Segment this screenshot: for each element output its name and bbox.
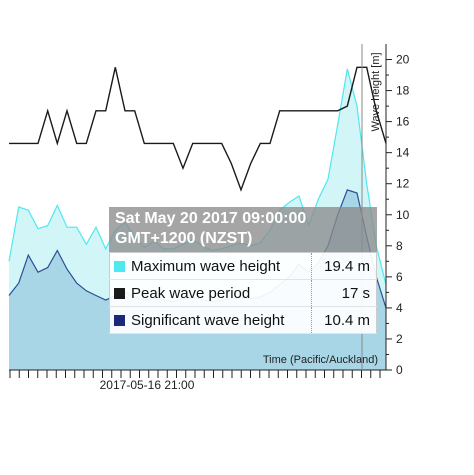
axes: 0 2 4 6 8 10 12 14 16 18 20 (9, 44, 410, 378)
tooltip-row-value: 19.4 m (311, 252, 377, 280)
y-tick-label: 14 (396, 146, 410, 160)
tooltip-row-label: Peak wave period (131, 284, 251, 302)
x-tick-label: 2017-05-16 21:00 (100, 378, 195, 392)
tooltip-table: Maximum wave height 19.4 m Peak wave per… (109, 252, 377, 334)
y-tick-label: 10 (396, 208, 410, 222)
legend-swatch-icon (114, 260, 125, 272)
tooltip-row-value: 10.4 m (311, 306, 377, 334)
tooltip-row: Maximum wave height 19.4 m (109, 252, 377, 280)
y-tick-label: 12 (396, 177, 410, 191)
tooltip-row-label: Significant wave height (131, 311, 285, 329)
series-line-peak-wave-period (9, 66, 387, 192)
legend-swatch-icon (114, 314, 125, 326)
y-tick-label: 20 (396, 53, 410, 67)
tooltip-row-label: Maximum wave height (131, 257, 281, 275)
legend-swatch-icon (114, 287, 125, 299)
tooltip-row: Peak wave period 17 s (109, 279, 377, 307)
tooltip: Sat May 20 2017 09:00:00 GMT+1200 (NZST)… (109, 207, 377, 334)
y-tick-label: 6 (396, 270, 403, 284)
y-tick-label: 2 (396, 332, 403, 346)
y-tick-label: 18 (396, 84, 410, 98)
tooltip-date: Sat May 20 2017 09:00:00 (115, 210, 307, 227)
y-tick-label: 16 (396, 115, 410, 129)
x-axis-title: Time (Pacific/Auckland) (263, 354, 378, 366)
y-tick-label: 8 (396, 239, 403, 253)
tooltip-row: Significant wave height 10.4 m (109, 306, 377, 334)
tooltip-timezone: GMT+1200 (NZST) (115, 230, 253, 247)
series-lines (9, 66, 387, 192)
y-tick-label: 4 (396, 301, 403, 315)
tooltip-header: Sat May 20 2017 09:00:00 GMT+1200 (NZST) (109, 207, 377, 252)
tooltip-row-value: 17 s (311, 279, 377, 307)
y-tick-label: 0 (396, 363, 403, 377)
y-axis-title: Wave height [m] (370, 52, 382, 131)
